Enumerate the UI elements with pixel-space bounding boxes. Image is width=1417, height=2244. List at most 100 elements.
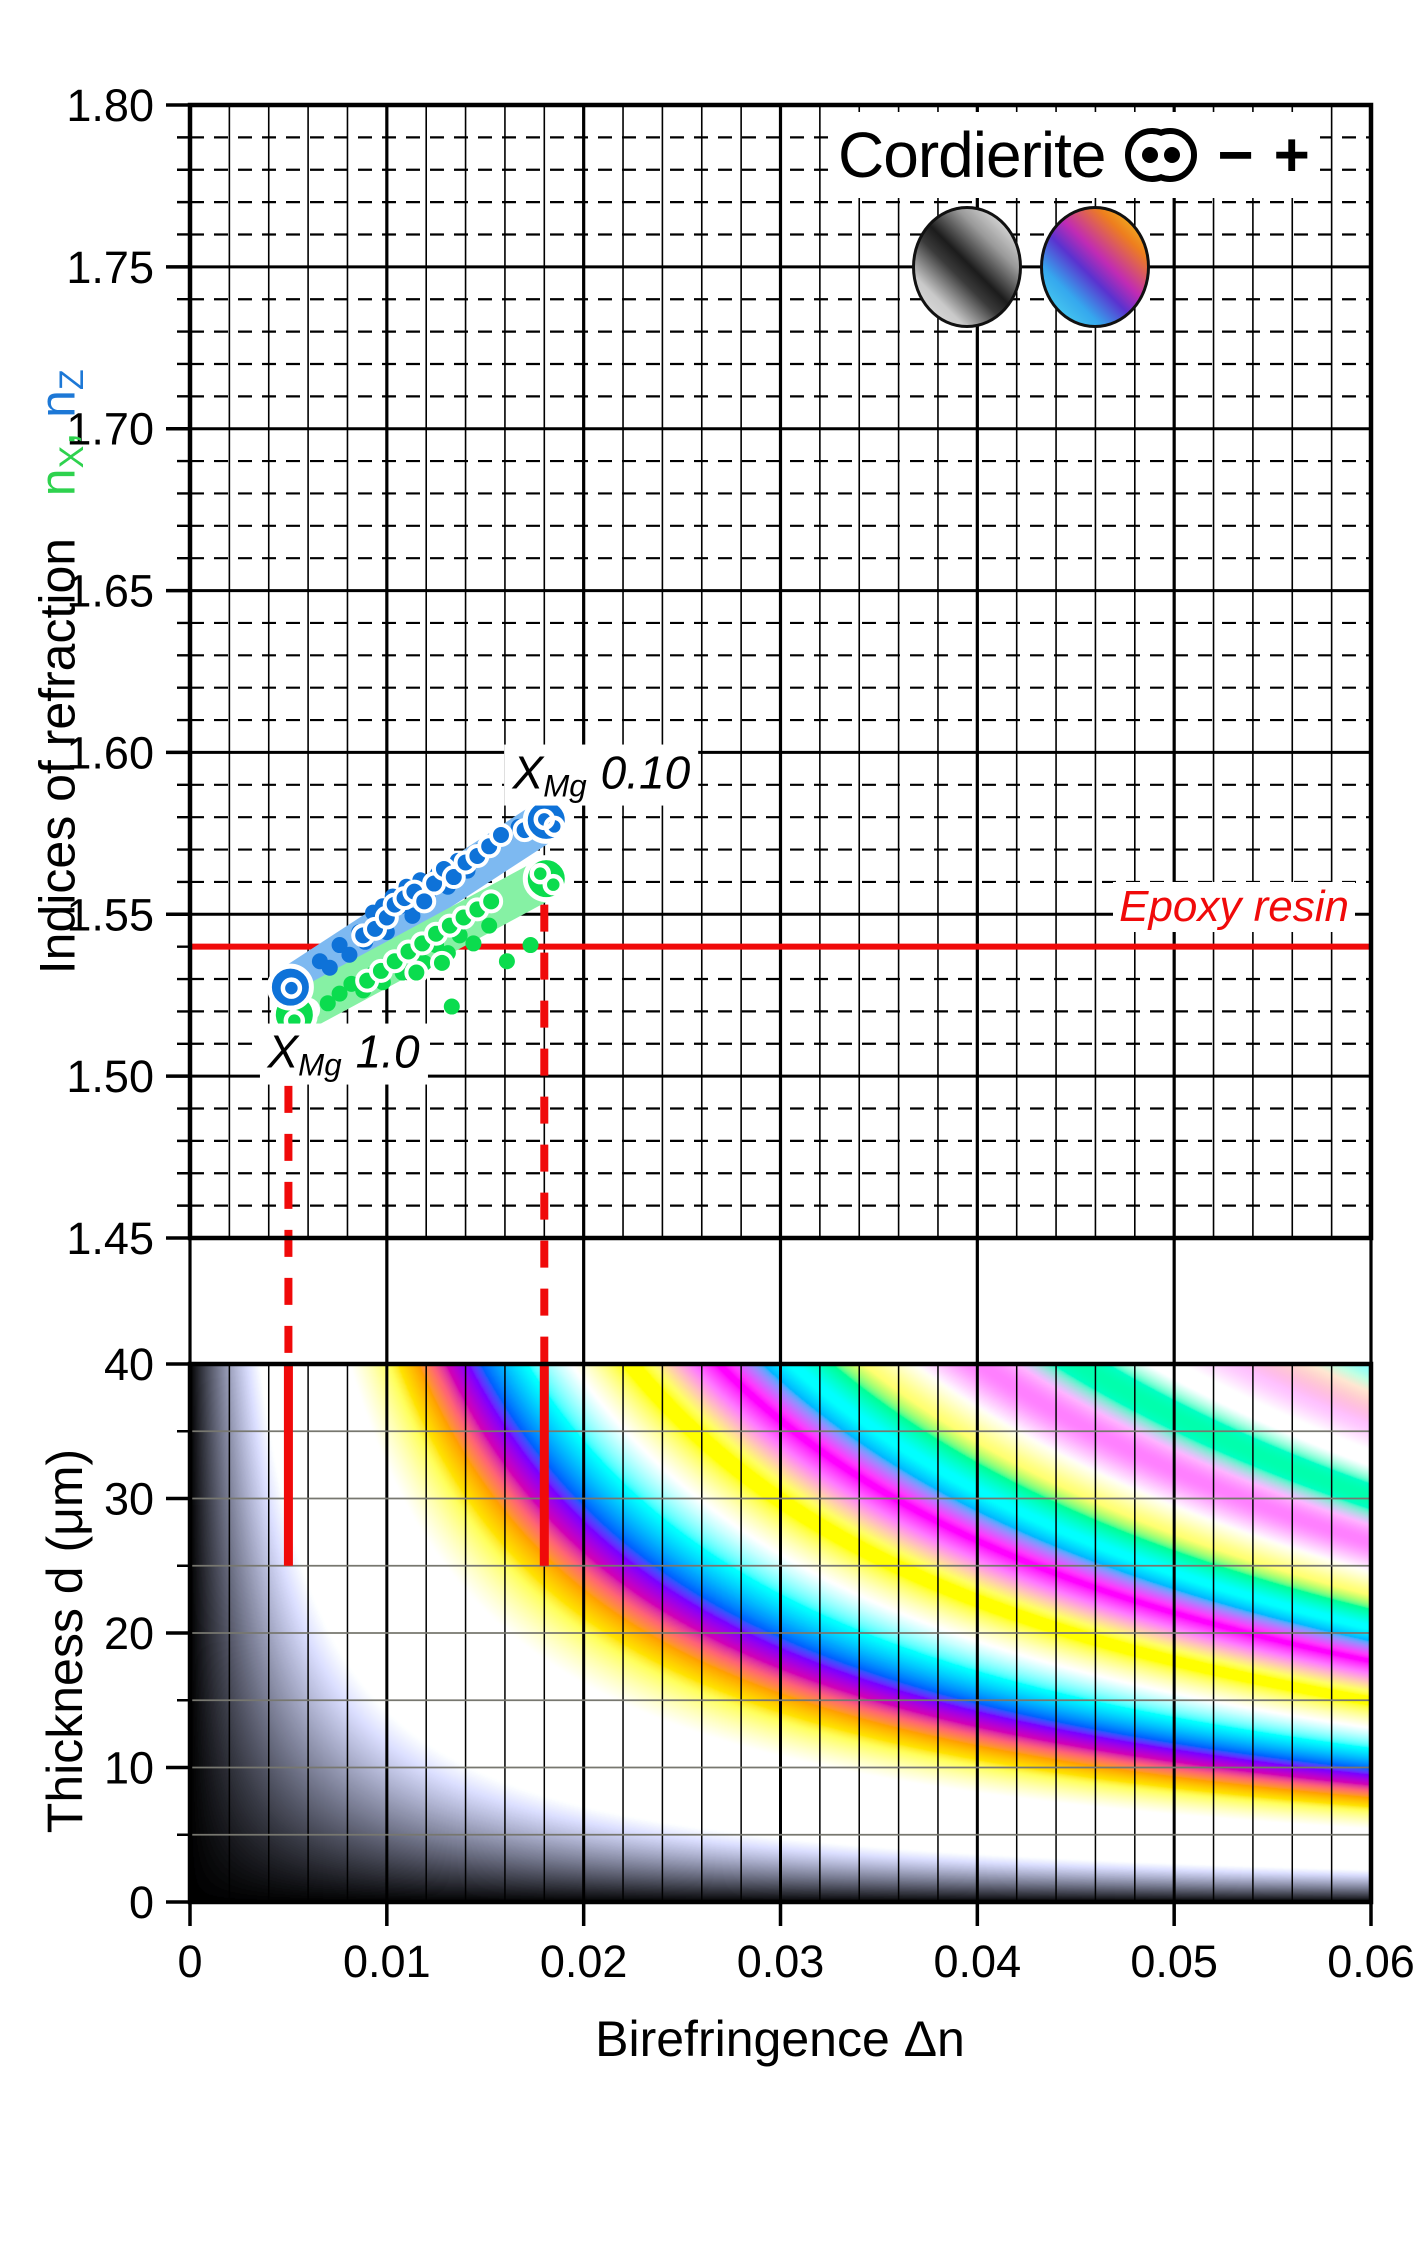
data-point-open — [524, 810, 549, 835]
x-tick-label: 0.06 — [1327, 1936, 1415, 1987]
endpoint-ring — [543, 815, 566, 838]
data-point-filled — [404, 907, 421, 924]
data-point-filled — [355, 982, 372, 999]
data-point-filled — [439, 945, 456, 962]
data-point-filled — [439, 878, 456, 895]
data-point-filled — [451, 927, 468, 944]
bottom-y-tick-label: 10 — [104, 1743, 154, 1794]
data-point-filled — [392, 898, 409, 915]
x-tick-label: 0.03 — [737, 1936, 825, 1987]
color-interference-figure — [1040, 206, 1150, 328]
top-y-tick-label: 1.80 — [66, 80, 154, 131]
data-point-filled — [319, 995, 336, 1012]
data-point-filled — [496, 828, 513, 845]
x-tick-label: 0.04 — [934, 1936, 1022, 1987]
michel-levy-interference-color-canvas — [190, 1364, 1371, 1902]
data-point-filled — [341, 946, 358, 963]
annotation-xmg-10: XMg 1.0 — [259, 1023, 428, 1085]
data-point-open — [488, 822, 513, 847]
data-point-filled — [374, 974, 391, 991]
data-point-open — [382, 949, 407, 974]
data-point-filled — [416, 954, 433, 971]
grayscale-interference-figure — [912, 206, 1022, 328]
data-point-filled — [311, 953, 328, 970]
data-point-open — [382, 892, 407, 917]
endpoint-marker — [522, 796, 570, 844]
data-point-filled — [357, 933, 374, 950]
data-point-open — [451, 905, 476, 930]
top-chart-grid — [188, 105, 1373, 1364]
x-tick-label: 0.05 — [1130, 1936, 1218, 1987]
data-point-filled — [370, 914, 387, 931]
data-point-open — [374, 905, 399, 930]
data-point-filled — [465, 935, 482, 952]
scatter-series — [266, 796, 570, 1039]
data-point-filled — [459, 862, 476, 879]
bottom-y-tick-label: 40 — [104, 1339, 154, 1390]
endpoint-ring — [529, 862, 552, 885]
data-point-filled — [378, 924, 395, 941]
endpoint-ring — [533, 808, 556, 831]
data-point-open — [404, 960, 429, 985]
data-point-open — [402, 879, 427, 904]
data-point-open — [396, 939, 421, 964]
optic-sign-positive: + — [1273, 120, 1310, 190]
data-point-filled — [428, 937, 445, 954]
data-point-open — [410, 931, 435, 956]
data-point-open — [424, 921, 449, 946]
biaxial-optic-figure-icon — [1125, 128, 1198, 182]
bottom-y-axis-title: Thickness d (μm) — [37, 1448, 93, 1834]
data-point-open — [422, 871, 447, 896]
data-point-filled — [404, 946, 421, 963]
data-point-filled — [420, 885, 437, 902]
data-point-open — [437, 913, 462, 938]
x-tick-label: 0 — [177, 1936, 202, 1987]
data-point-filled — [384, 956, 401, 973]
annotation-xmg-010: XMg 0.10 — [504, 744, 699, 806]
data-point-filled — [522, 937, 539, 954]
data-point-open — [363, 916, 388, 941]
data-point-filled — [384, 888, 401, 905]
data-point-open — [351, 923, 376, 948]
figure-title-row: Cordierite − + — [828, 112, 1320, 198]
data-point-open — [465, 897, 490, 922]
endpoint-marker — [522, 855, 570, 903]
data-point-filled — [365, 966, 382, 983]
x-tick-label: 0.01 — [343, 1936, 431, 1987]
endpoint-ring — [280, 977, 303, 999]
ylabel-main-text: Indices of refraction — [29, 537, 86, 975]
top-y-axis-title: Indices of refraction nX, nZ — [28, 282, 92, 1062]
data-point-filled — [412, 872, 429, 889]
data-point-open — [429, 950, 454, 975]
data-point-filled — [430, 865, 447, 882]
data-point-open — [368, 958, 393, 983]
data-point-filled — [443, 998, 460, 1015]
epoxy-resin-label: Epoxy resin — [1113, 882, 1355, 932]
data-point-filled — [351, 924, 368, 941]
trend-band — [284, 860, 557, 1033]
data-point-filled — [510, 818, 527, 835]
data-point-filled — [394, 964, 411, 981]
data-point-open — [477, 834, 502, 859]
data-point-open — [355, 968, 380, 993]
data-point-open — [465, 844, 490, 869]
bottom-y-tick-label: 20 — [104, 1608, 154, 1659]
endpoint-ring — [542, 873, 565, 896]
grid-gap-vertical — [188, 1238, 1373, 1364]
optic-sign-negative: − — [1217, 120, 1254, 190]
data-point-filled — [481, 917, 498, 934]
data-point-open — [479, 889, 504, 914]
endpoint-marker — [266, 963, 314, 1011]
trend-band — [279, 803, 558, 1005]
data-point-filled — [331, 937, 348, 954]
data-point-filled — [398, 878, 415, 895]
mineral-name: Cordierite — [838, 119, 1106, 191]
data-point-filled — [374, 898, 391, 915]
data-point-open — [392, 886, 417, 911]
data-point-open — [296, 997, 321, 1022]
top-y-tick-label: 1.45 — [66, 1213, 154, 1264]
x-tick-label: 0.02 — [540, 1936, 628, 1987]
bottom-y-tick-label: 30 — [104, 1474, 154, 1525]
